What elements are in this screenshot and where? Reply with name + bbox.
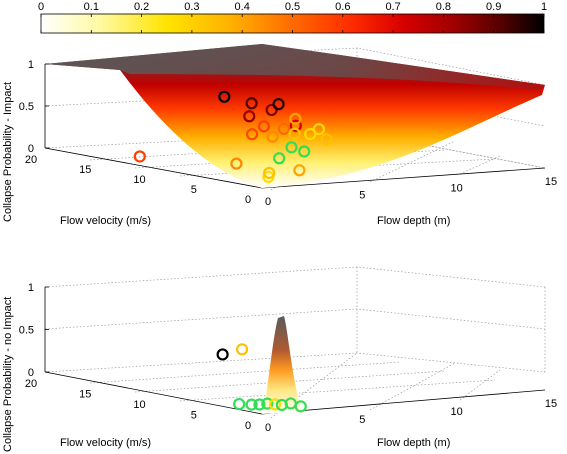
data-point — [289, 112, 302, 125]
data-point — [289, 119, 302, 132]
x-tick-label: 10 — [451, 406, 463, 418]
data-point — [269, 398, 282, 411]
impact-zlabel: Collapse Probability - Impact — [2, 82, 14, 222]
z-tick-label: 0 — [28, 367, 34, 379]
z-tick-label: 0 — [28, 143, 34, 155]
impact-surface-plateau — [45, 44, 545, 90]
x-tick-label: 15 — [545, 176, 557, 188]
x-tick-label: 10 — [451, 183, 463, 195]
y-tick-label: 5 — [191, 410, 197, 422]
colorbar-tick-label: 0.2 — [134, 1, 149, 13]
data-point — [257, 120, 270, 133]
data-point — [284, 397, 297, 410]
z-tick-label: 0.5 — [19, 325, 34, 337]
y-tick-label: 15 — [79, 164, 91, 176]
data-point — [263, 166, 276, 180]
data-point — [272, 98, 285, 111]
colorbar-tick-label: 0.1 — [84, 1, 99, 13]
colorbar-tick-label: 0.6 — [335, 1, 350, 13]
data-point — [261, 397, 274, 410]
data-point — [288, 127, 301, 140]
data-point — [273, 152, 286, 165]
colorbar-tick-label: 0.5 — [285, 1, 300, 13]
no-impact-xlabel: Flow depth (m) — [377, 437, 450, 449]
colorbar-tick-label: 0.3 — [184, 1, 199, 13]
data-point — [266, 130, 279, 143]
data-point — [298, 145, 311, 158]
y-tick-label: 10 — [133, 174, 145, 186]
data-point — [253, 398, 266, 411]
y-tick-label: 20 — [25, 154, 37, 166]
y-tick-label: 0 — [245, 420, 251, 432]
colorbar-ticks: 0 0.1 0.2 0.3 0.4 0.5 0.6 0.7 0.8 0.9 1 — [38, 1, 547, 33]
impact-scatter — [133, 90, 333, 184]
data-point — [218, 90, 231, 103]
colorbar-tick-label: 1 — [541, 1, 547, 13]
x-tick-label: 0 — [265, 422, 271, 434]
y-tick-label: 15 — [79, 389, 91, 401]
data-point — [304, 127, 317, 141]
y-tick-label: 10 — [133, 399, 145, 411]
data-point — [312, 123, 326, 136]
z-tick-label: 0.5 — [19, 101, 34, 113]
x-tick-label: 15 — [545, 398, 557, 410]
y-tick-label: 5 — [191, 184, 197, 196]
no-impact-zlabel: Collapse Probability - no Impact — [2, 297, 14, 452]
data-point — [243, 110, 256, 123]
z-tick-label: 1 — [28, 282, 34, 294]
data-point — [277, 122, 290, 135]
x-tick-label: 0 — [265, 196, 271, 208]
colorbar-tick-label: 0.8 — [436, 1, 451, 13]
no-impact-ylabel: Flow velocity (m/s) — [60, 437, 151, 449]
impact-xlabel: Flow depth (m) — [377, 215, 450, 227]
data-point — [233, 397, 246, 411]
y-tick-label: 0 — [245, 194, 251, 206]
no-impact-scatter — [216, 343, 307, 413]
no-impact-surface — [262, 316, 302, 414]
data-point — [216, 348, 229, 361]
z-tick-label: 1 — [28, 59, 34, 71]
colorbar-tick-label: 0.4 — [235, 1, 250, 13]
data-point — [230, 157, 243, 170]
colorbar-tick-label: 0.9 — [486, 1, 501, 13]
data-point — [320, 133, 333, 146]
data-point — [265, 103, 278, 117]
impact-ylabel: Flow velocity (m/s) — [60, 215, 151, 227]
data-point — [133, 150, 146, 163]
data-point — [245, 128, 259, 141]
colorbar: 0 0.1 0.2 0.3 0.4 0.5 0.6 0.7 0.8 0.9 1 — [38, 1, 547, 34]
data-point — [245, 398, 258, 411]
data-point — [245, 97, 258, 110]
data-point — [285, 141, 298, 154]
x-tick-label: 5 — [359, 414, 365, 426]
y-tick-label: 20 — [25, 378, 37, 390]
colorbar-tick-label: 0 — [38, 1, 44, 13]
data-point — [235, 343, 249, 356]
colorbar-tick-label: 0.7 — [385, 1, 400, 13]
x-tick-label: 5 — [359, 189, 365, 201]
data-point — [293, 164, 306, 177]
